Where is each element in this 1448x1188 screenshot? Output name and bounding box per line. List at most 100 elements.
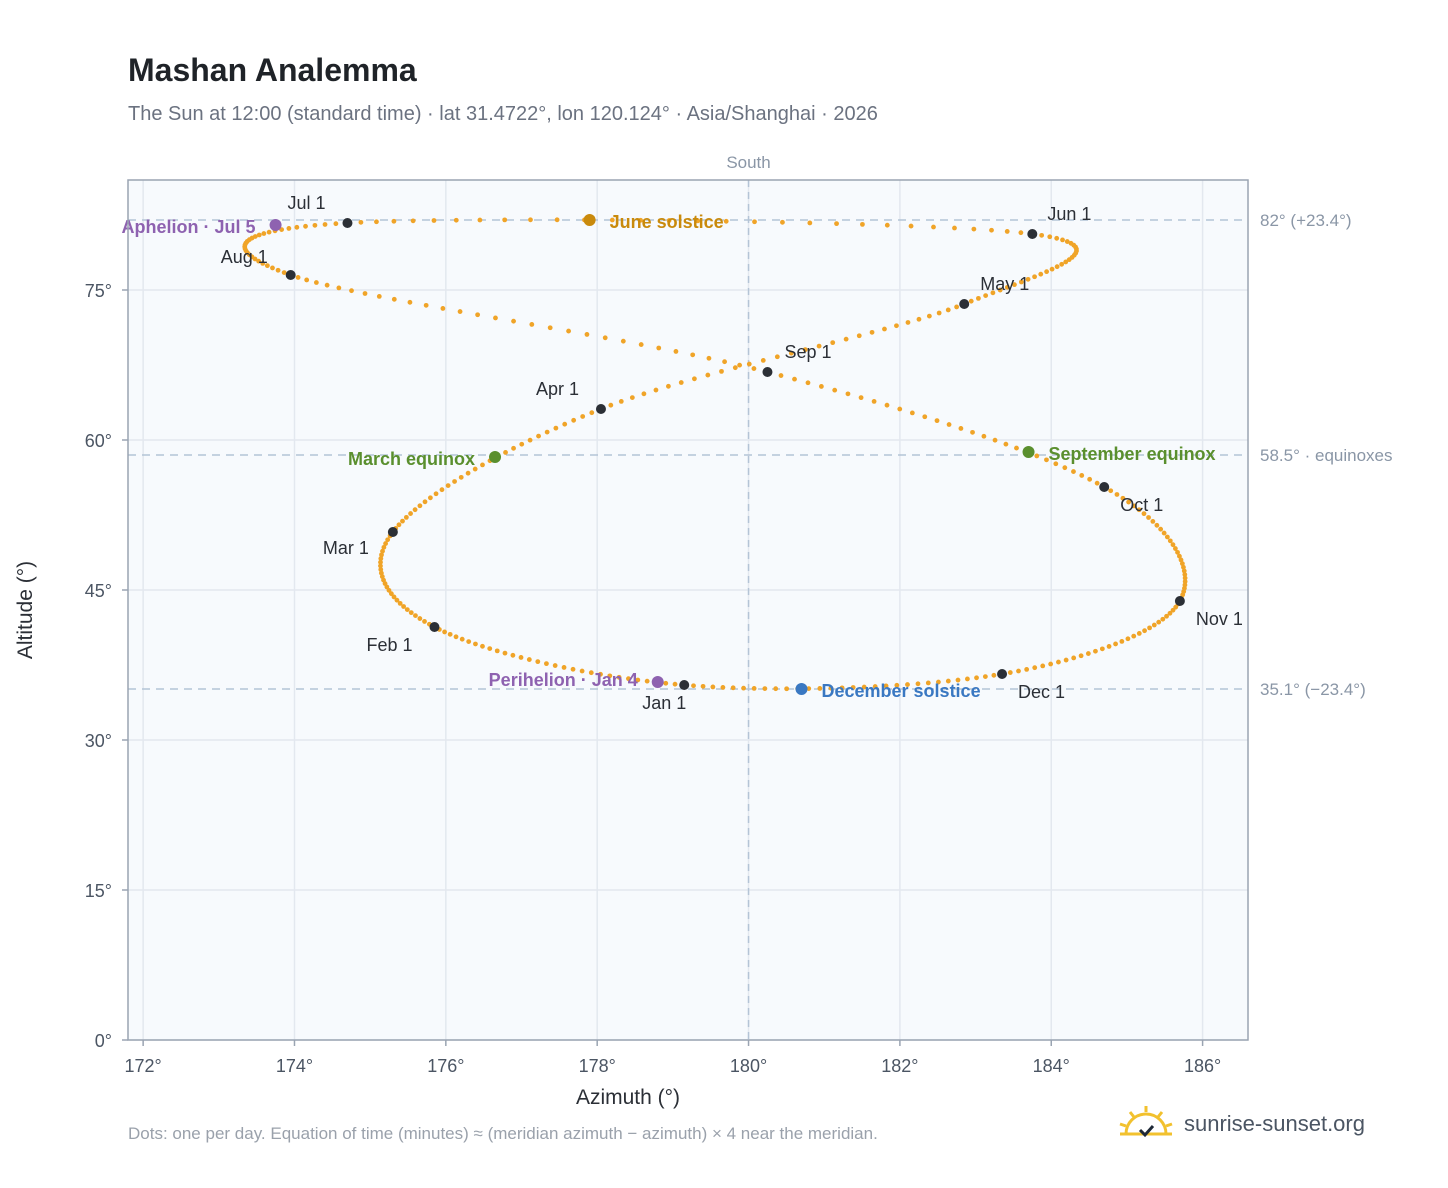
day-dot <box>256 232 262 238</box>
month-label: Oct 1 <box>1120 495 1163 515</box>
day-dot <box>894 682 900 688</box>
y-tick-label: 0° <box>95 1031 112 1051</box>
day-dot <box>884 222 890 228</box>
x-tick-label: 174° <box>276 1056 313 1076</box>
day-dot <box>1156 619 1162 625</box>
month-label: Aug 1 <box>221 247 268 267</box>
chart-subtitle: The Sun at 12:00 (standard time) · lat 3… <box>128 103 878 125</box>
day-dot <box>1167 538 1173 544</box>
y-tick-label: 60° <box>85 431 112 451</box>
day-dot <box>1178 557 1184 563</box>
day-dot <box>774 354 780 360</box>
day-dot <box>991 672 997 678</box>
day-dot <box>502 217 508 223</box>
day-dot <box>458 474 464 480</box>
day-dot <box>626 676 631 682</box>
day-dot <box>333 221 339 227</box>
day-dot <box>934 418 940 424</box>
day-dot <box>635 677 641 683</box>
day-dot <box>816 343 822 349</box>
meridian-label: South <box>726 153 770 172</box>
day-dot <box>404 607 410 612</box>
day-dot <box>788 350 794 356</box>
day-dot <box>511 318 516 324</box>
day-dot <box>869 329 875 335</box>
day-dot <box>997 287 1003 293</box>
day-dot <box>955 677 961 683</box>
brand-label: sunrise-sunset.org <box>1184 1111 1365 1136</box>
day-dot <box>856 333 862 339</box>
day-dot <box>602 335 608 341</box>
day-dot <box>1054 264 1060 270</box>
day-dot <box>778 373 784 378</box>
day-dot <box>1071 469 1076 474</box>
day-dot <box>312 222 318 228</box>
day-dot <box>883 683 889 689</box>
day-dot <box>529 322 535 327</box>
day-dot <box>378 563 383 569</box>
day-dot <box>644 678 650 684</box>
day-dot <box>1016 668 1021 674</box>
day-dot <box>527 437 533 443</box>
day-dot <box>322 222 328 227</box>
day-dot <box>861 684 867 690</box>
day-dot <box>695 218 701 224</box>
day-dot <box>1094 480 1100 486</box>
day-dot <box>752 219 757 225</box>
day-dot <box>1044 457 1049 463</box>
day-dot <box>1113 641 1118 647</box>
event-label: March equinox <box>348 449 475 469</box>
day-dot <box>383 541 388 546</box>
day-dot <box>391 218 397 224</box>
day-dot <box>946 422 952 427</box>
day-dot <box>412 507 418 513</box>
day-dot <box>378 559 383 565</box>
day-dot <box>336 285 342 291</box>
brand[interactable]: sunrise-sunset.org <box>1118 1100 1365 1148</box>
day-dot <box>439 487 445 493</box>
day-dot <box>528 217 533 223</box>
day-dot <box>580 414 586 419</box>
day-dot <box>1108 488 1114 494</box>
day-dot <box>905 682 910 687</box>
day-dot <box>710 684 716 690</box>
day-dot <box>629 395 635 401</box>
day-dot <box>442 629 447 635</box>
x-tick-label: 180° <box>730 1056 767 1076</box>
month-marker <box>679 680 690 690</box>
day-dot <box>751 686 757 691</box>
day-dot <box>1120 495 1126 501</box>
month-label: Sep 1 <box>784 342 831 362</box>
day-dot <box>376 293 382 299</box>
day-dot <box>916 316 922 322</box>
day-dot <box>905 320 911 325</box>
day-dot <box>422 499 428 505</box>
day-dot <box>1182 575 1188 581</box>
month-label: May 1 <box>980 274 1029 294</box>
day-dot <box>388 591 394 597</box>
day-dot <box>666 218 672 223</box>
day-dot <box>1063 657 1069 663</box>
day-dot <box>447 631 453 637</box>
day-dot <box>1068 240 1074 246</box>
day-dot <box>1131 503 1137 509</box>
day-dot <box>408 610 414 616</box>
day-dot <box>751 366 757 371</box>
day-dot <box>286 226 292 231</box>
day-dot <box>570 666 576 672</box>
x-tick-label: 172° <box>125 1056 162 1076</box>
month-label: Feb 1 <box>366 635 412 655</box>
day-dot <box>1154 522 1160 528</box>
day-dot <box>922 414 928 420</box>
day-dot <box>915 681 921 687</box>
month-label: Nov 1 <box>1196 609 1243 629</box>
day-dot <box>465 470 471 476</box>
day-dot <box>954 304 960 310</box>
day-dot <box>1039 232 1045 238</box>
day-dot <box>1170 607 1176 613</box>
day-dot <box>1142 628 1147 634</box>
day-dot <box>381 544 387 550</box>
day-dot <box>1175 549 1180 555</box>
day-dot <box>472 466 478 472</box>
reference-lines: South 82° (+23.4°) 58.5° · equinoxes 35.1° … <box>128 153 1393 1040</box>
